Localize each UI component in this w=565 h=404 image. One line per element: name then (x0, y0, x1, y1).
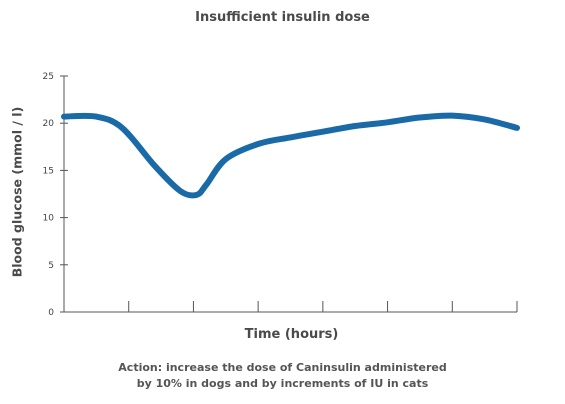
blood-glucose-line (61, 112, 520, 199)
chart-title: Insufficient insulin dose (195, 10, 370, 25)
action-note: Action: increase the dose of Caninsulin … (0, 360, 565, 392)
y-tick-label-10: 10 (43, 214, 55, 224)
x-ticks (128, 301, 518, 312)
y-tick-label-20: 20 (43, 119, 55, 129)
y-tick-label-5: 5 (48, 261, 54, 271)
action-note-line-2: by 10% in dogs and by increments of IU i… (136, 377, 429, 390)
y-tick-label-25: 25 (43, 72, 54, 82)
x-axis-label: Time (hours) (244, 327, 339, 342)
series (61, 112, 520, 199)
y-tick-label-15: 15 (43, 166, 54, 176)
axes (63, 76, 517, 313)
action-note-line-1: Action: increase the dose of Caninsulin … (118, 361, 447, 374)
y-tick-label-0: 0 (48, 308, 54, 318)
y-ticks: 0 5 10 15 20 25 (43, 72, 68, 318)
